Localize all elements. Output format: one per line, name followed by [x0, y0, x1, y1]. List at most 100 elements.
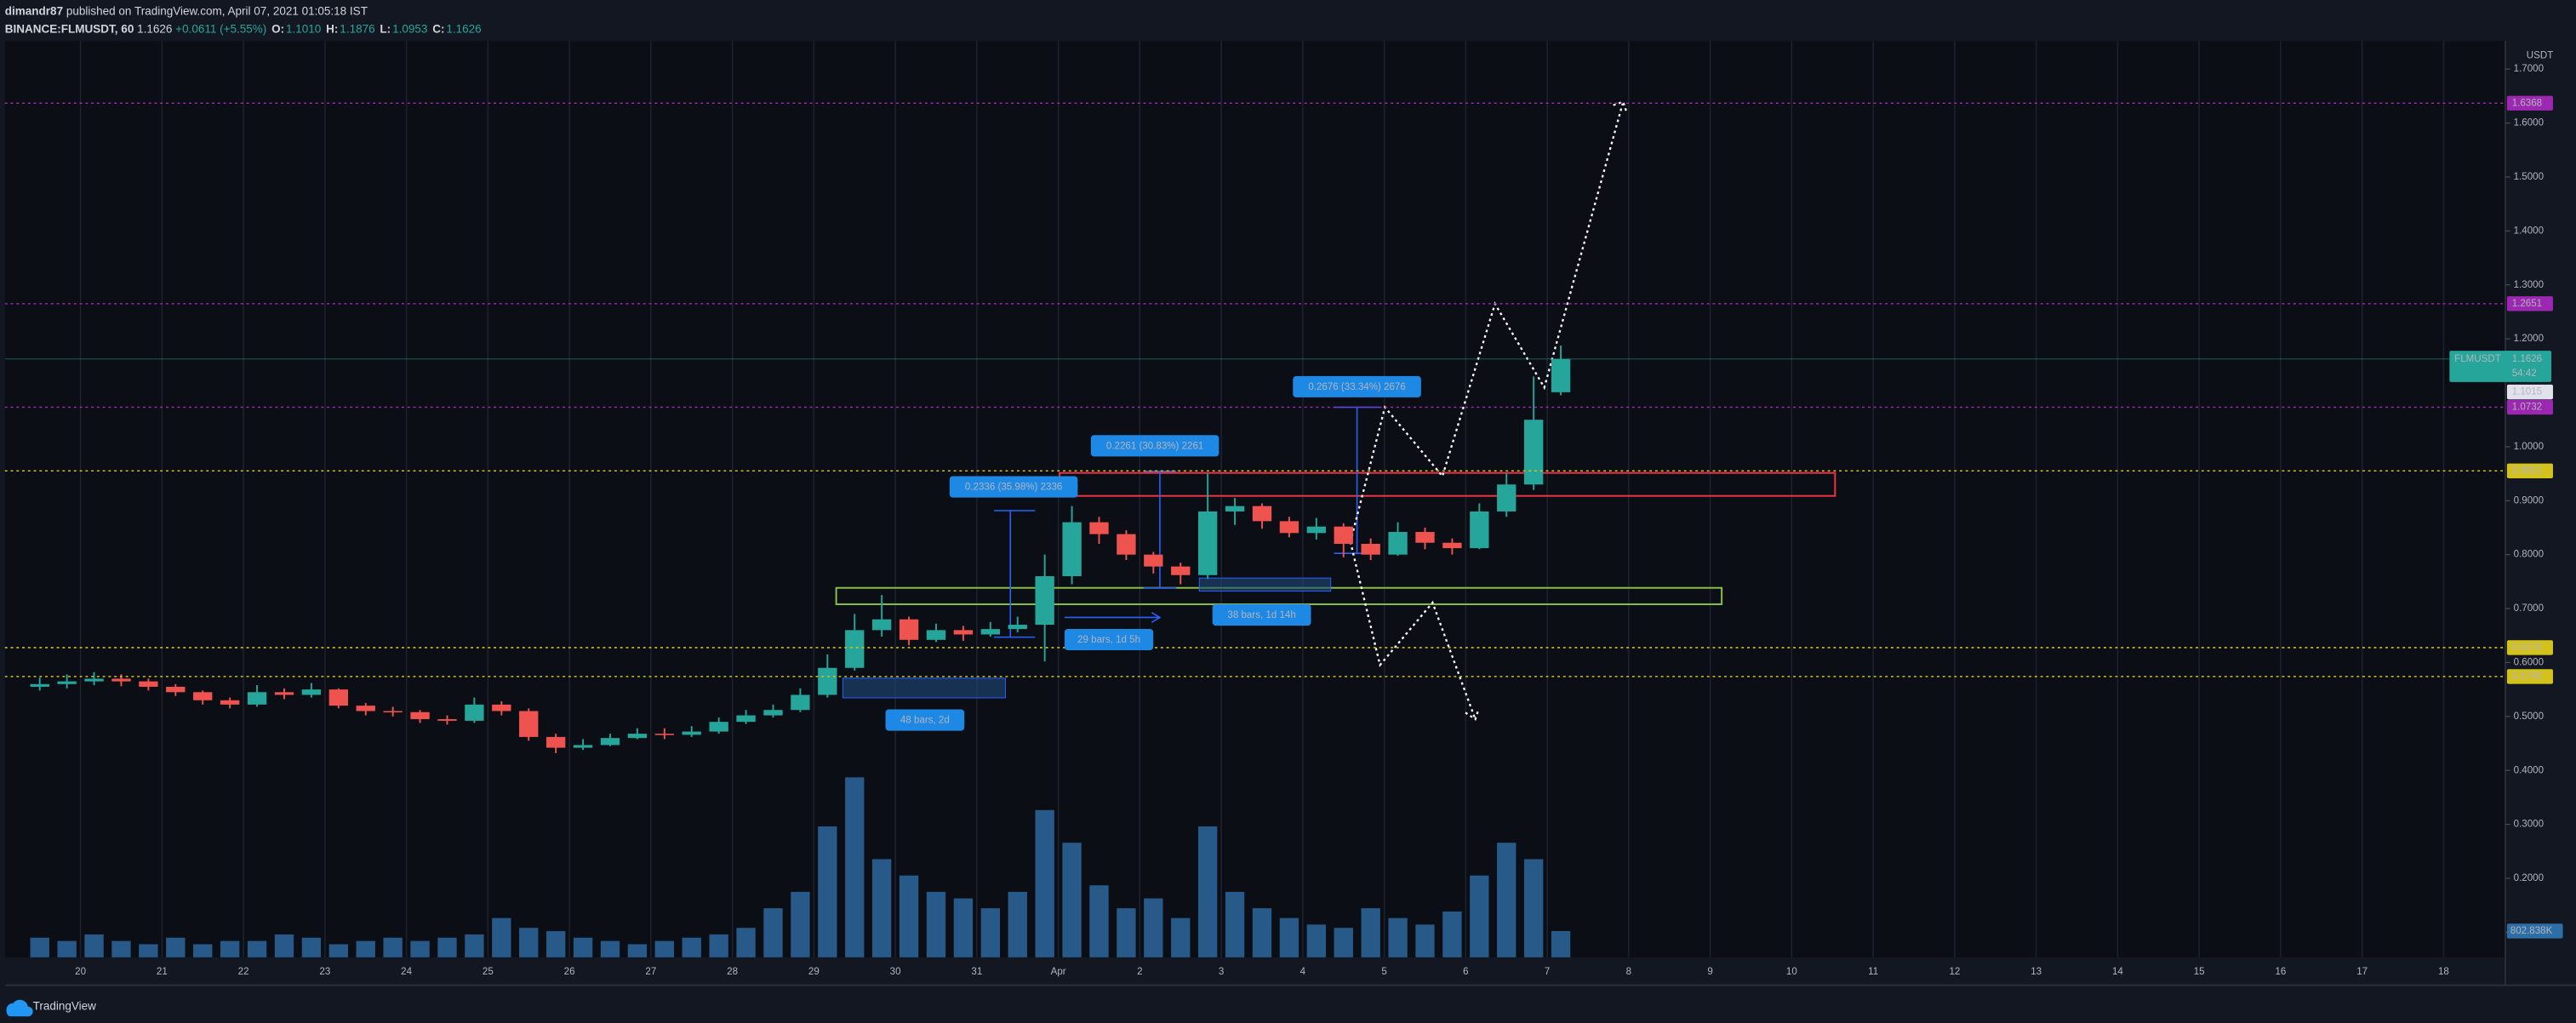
x-tick-label: 25 [483, 967, 494, 977]
annotation: 0.2676 (33.34%) 2676 [1308, 382, 1405, 392]
volume-bar [1388, 917, 1408, 957]
candle-body [1279, 521, 1299, 534]
candle-body [1361, 543, 1380, 555]
footer: TradingView [6, 999, 97, 1017]
candle-body [1470, 511, 1489, 549]
ohlc-key: C: [432, 22, 444, 35]
volume-bar [437, 937, 457, 957]
annotation-bg [1212, 604, 1311, 626]
published: published on TradingView.com, April 07, … [66, 4, 368, 17]
volume-bar [1171, 917, 1191, 957]
candle-body [953, 630, 974, 635]
volume-bar [899, 875, 919, 957]
candle-body [84, 678, 104, 682]
volume-bar [763, 908, 783, 957]
range-shade [1198, 577, 1332, 592]
volume-bar [139, 944, 158, 957]
volume-bar [709, 934, 728, 957]
x-tick-label: 10 [1786, 967, 1797, 977]
ohlc-value: 1.1876 [340, 22, 374, 35]
volume-bar [465, 934, 484, 957]
volume-bar [166, 937, 186, 957]
ohlc-key: L: [380, 22, 391, 35]
symbol-line: BINANCE:FLMUSDT, 60 1.1626 +0.0611 (+5.5… [5, 22, 482, 35]
candle-body [410, 712, 430, 719]
y-tick-label: 0.7000 [2514, 603, 2544, 614]
candle-body [247, 692, 267, 705]
annotation-bg [1090, 435, 1219, 457]
x-tick-label: 30 [890, 967, 901, 977]
volume-bar [247, 940, 267, 957]
volume-bar [845, 777, 865, 957]
volume-bar [1035, 809, 1054, 957]
last-price-bg [2449, 351, 2552, 382]
y-tick-label: 1.6000 [2514, 118, 2544, 129]
x-tick-label: 16 [2275, 967, 2286, 977]
x-tick-label: 28 [727, 967, 738, 977]
candle-body [763, 710, 783, 716]
candle-body [1497, 484, 1516, 512]
candle-body [274, 692, 294, 695]
volume-bar [573, 937, 593, 957]
candle-body [845, 630, 865, 668]
price-label-bg [2506, 463, 2553, 478]
candle-body [139, 681, 158, 687]
candle-body [736, 715, 756, 723]
volume-bar [57, 940, 77, 957]
logo[interactable] [6, 999, 33, 1017]
header-line: dimandr87 published on TradingView.com, … [5, 4, 368, 17]
x-tick-label: 11 [1868, 967, 1878, 977]
candle-body [1225, 506, 1245, 512]
candle-body [1388, 532, 1408, 555]
volume-bar [1062, 843, 1082, 957]
volume-bar [220, 940, 240, 957]
x-tick-label: 7 [1545, 967, 1550, 977]
volume-bar [1279, 917, 1299, 957]
y-tick-label: 0.3000 [2514, 820, 2544, 830]
volume-label: 802.838K [2510, 926, 2553, 936]
candle-body [356, 706, 375, 712]
marker-label: 1.1015 [2512, 387, 2542, 397]
y-tick-label: 1.5000 [2514, 172, 2544, 182]
volume [30, 777, 1571, 957]
candle-body [1252, 506, 1272, 522]
x-tick-label: 18 [2438, 967, 2449, 977]
candle-body [1117, 534, 1136, 555]
ohlc-key: O: [271, 22, 284, 35]
projection-path [1349, 541, 1476, 720]
projection-path [1349, 101, 1625, 542]
y-tick-label: 1.2000 [2514, 334, 2544, 344]
volume-bar [545, 931, 566, 957]
candle-body [1008, 625, 1027, 630]
candle-body [1144, 554, 1163, 567]
volume-bar [818, 826, 837, 957]
volume-bar [1551, 930, 1571, 957]
y-tick-label: 0.6000 [2514, 657, 2544, 667]
last: 1.1626 [137, 22, 172, 35]
volume-bar [1306, 924, 1327, 957]
volume-bar [1524, 859, 1544, 957]
last-price-symbol: FLMUSDT [2454, 354, 2501, 364]
volume-bar [1442, 911, 1462, 957]
change: +0.0611 (+5.55%) [175, 22, 266, 35]
candle-body [600, 738, 620, 746]
ohlc-value: 1.1626 [446, 22, 481, 35]
price-label: 0.6276 [2512, 643, 2542, 653]
candle-body [30, 683, 49, 687]
x-tick-label: 24 [401, 967, 412, 977]
volume-bar [654, 940, 674, 957]
volume-bar [1144, 898, 1163, 957]
volume-bar [791, 891, 810, 957]
x-tick-label: 13 [2031, 967, 2042, 977]
measure-line [993, 510, 1036, 638]
x-tick-label: 12 [1949, 967, 1960, 977]
unit: USDT [2527, 51, 2553, 61]
footer-text[interactable]: TradingView [33, 999, 97, 1012]
volume-bar [1008, 891, 1027, 957]
candle-body [519, 711, 539, 737]
candle-body [682, 731, 701, 735]
candle-body [111, 678, 131, 682]
y-tick-label: 0.4000 [2514, 765, 2544, 775]
candle-body [899, 619, 919, 640]
